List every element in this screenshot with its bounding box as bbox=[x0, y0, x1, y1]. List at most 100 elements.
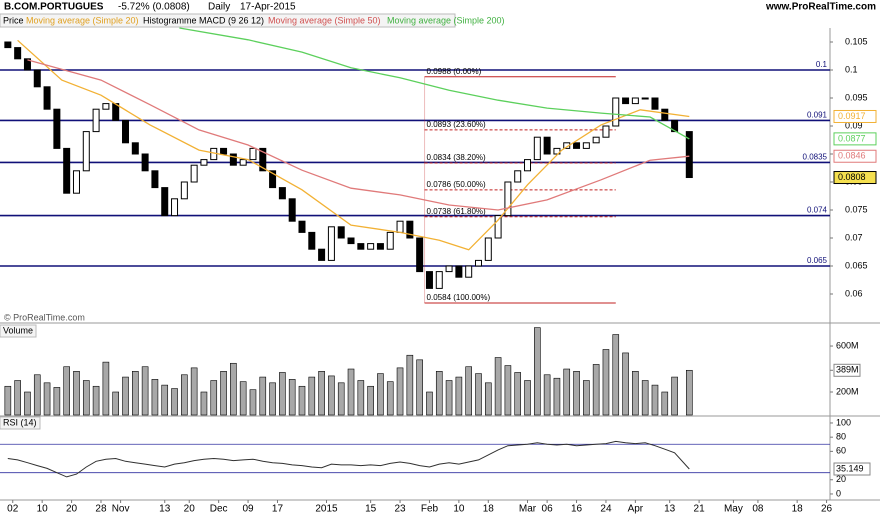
candle bbox=[72, 170, 80, 194]
candle bbox=[259, 147, 267, 172]
candle bbox=[239, 159, 247, 166]
x-tick-label: 23 bbox=[394, 504, 406, 515]
last-value-label: 0.0877 bbox=[838, 133, 866, 143]
volume-bar bbox=[132, 371, 139, 416]
y-tick-label: 100 bbox=[836, 417, 851, 427]
candle bbox=[43, 86, 51, 110]
fib-label: 0.0988 (0.00%) bbox=[427, 67, 482, 76]
candle bbox=[288, 198, 296, 222]
volume-bar bbox=[612, 334, 620, 416]
x-tick-label: Feb bbox=[421, 504, 439, 515]
site: www.ProRealTime.com bbox=[765, 2, 876, 13]
candle bbox=[396, 220, 404, 233]
legend-ma50: Moving average (Simple 50) bbox=[268, 15, 381, 25]
candle bbox=[229, 153, 237, 166]
last-value-box bbox=[833, 109, 877, 123]
candle bbox=[4, 41, 12, 49]
x-tick-label: 09 bbox=[243, 504, 255, 515]
volume-bar bbox=[4, 385, 12, 416]
candle bbox=[327, 226, 335, 261]
volume-bar bbox=[622, 352, 629, 416]
volume-bar bbox=[484, 382, 492, 416]
candle bbox=[53, 108, 61, 149]
volume-bar bbox=[102, 361, 110, 416]
y-tick-label: 389M bbox=[836, 365, 859, 375]
legend-price: Price bbox=[3, 15, 24, 25]
candle bbox=[671, 119, 679, 133]
volume-bar bbox=[367, 385, 374, 416]
last-value-box bbox=[833, 363, 861, 377]
x-tick-label: 21 bbox=[694, 504, 706, 515]
candle bbox=[514, 170, 522, 183]
y-tick-label: 0.09 bbox=[845, 120, 863, 130]
level-label: 0.074 bbox=[807, 206, 828, 215]
volume-bar bbox=[553, 377, 561, 416]
last-value-label: 0.0917 bbox=[838, 111, 866, 121]
candle bbox=[435, 271, 443, 289]
candle bbox=[406, 220, 414, 239]
candle bbox=[651, 97, 659, 110]
volume-bar bbox=[524, 380, 531, 416]
volume-bar bbox=[63, 366, 70, 416]
x-tick-label: 08 bbox=[752, 504, 764, 515]
volume-bar bbox=[92, 385, 100, 416]
x-tick-label: 16 bbox=[571, 504, 583, 515]
fib-label: 0.0786 (50.00%) bbox=[427, 180, 486, 189]
level-label: 0.0835 bbox=[803, 153, 828, 162]
volume-bar bbox=[259, 376, 267, 416]
candle bbox=[33, 69, 41, 88]
volume-bar bbox=[583, 380, 590, 416]
volume-bar bbox=[200, 391, 208, 416]
last-price-label: 0.0808 bbox=[838, 172, 866, 182]
candle bbox=[14, 47, 22, 60]
candle bbox=[425, 271, 433, 289]
volume-bar bbox=[455, 376, 463, 416]
y-tick-label: 0.1 bbox=[845, 64, 858, 74]
volume-bar bbox=[435, 371, 443, 416]
candle bbox=[465, 265, 473, 278]
volume-bar bbox=[632, 371, 639, 416]
last-value-label: 35.149 bbox=[836, 463, 864, 473]
volume-bar bbox=[671, 376, 678, 416]
volume-bar bbox=[210, 380, 218, 416]
candle bbox=[631, 97, 639, 105]
volume-bar bbox=[685, 369, 693, 416]
volume-bar bbox=[171, 388, 178, 416]
volume-bar bbox=[239, 381, 247, 416]
candle bbox=[386, 231, 394, 250]
x-tick-label: 15 bbox=[365, 504, 377, 515]
volume-bar bbox=[308, 376, 316, 416]
candle bbox=[524, 159, 532, 172]
x-tick-label: 2015 bbox=[315, 504, 338, 515]
y-tick-label: 0.07 bbox=[845, 232, 863, 242]
volume-bar bbox=[465, 366, 472, 416]
x-tick-label: Apr bbox=[628, 504, 644, 515]
volume-bar bbox=[141, 366, 149, 416]
moving-average bbox=[17, 39, 690, 251]
volume-title: Volume bbox=[3, 325, 33, 335]
volume-bar bbox=[416, 359, 423, 416]
candle bbox=[455, 265, 463, 278]
volume-bar bbox=[406, 354, 414, 416]
last-value-label: 0.0846 bbox=[838, 151, 866, 161]
candle bbox=[484, 237, 492, 261]
level-label: 0.091 bbox=[807, 111, 828, 120]
y-tick-label: 20 bbox=[836, 474, 846, 484]
volume-bar bbox=[514, 372, 522, 416]
candle bbox=[278, 187, 286, 200]
level-label: 0.065 bbox=[807, 256, 828, 265]
change: -5.72% (0.0808) bbox=[118, 2, 190, 13]
volume-bar bbox=[386, 381, 394, 416]
volume-bar bbox=[122, 376, 129, 416]
y-tick-label: 80 bbox=[836, 432, 846, 442]
legend-ma20: Moving average (Simple 20) bbox=[26, 15, 139, 25]
y-tick-label: 200M bbox=[836, 386, 859, 396]
volume-bar bbox=[53, 387, 61, 416]
y-tick-label: 0.06 bbox=[845, 288, 863, 298]
volume-bar bbox=[641, 380, 649, 416]
candle bbox=[63, 147, 71, 194]
candle bbox=[141, 153, 149, 172]
candle bbox=[685, 131, 693, 179]
candle bbox=[318, 248, 326, 261]
